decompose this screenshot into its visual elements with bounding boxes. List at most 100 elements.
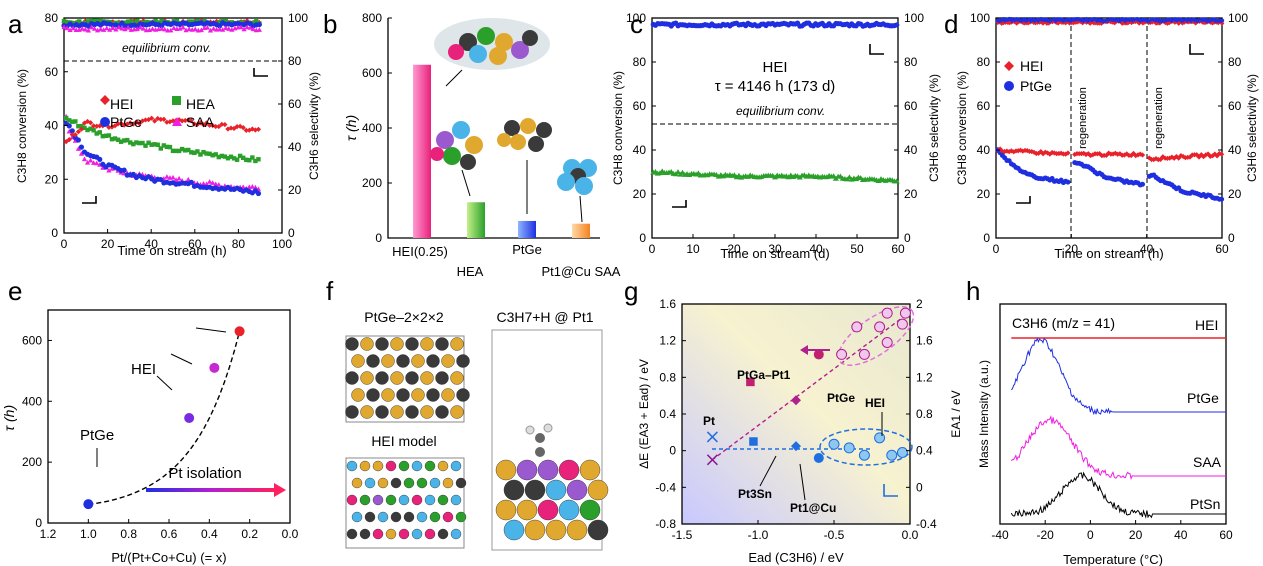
ptge-label: PtGe — [80, 427, 114, 444]
conversion-point-hea — [118, 139, 124, 144]
selectivity-point-saa — [140, 25, 146, 31]
hei-label: HEI — [131, 361, 156, 378]
y-tick-left-label: 100 — [626, 11, 646, 25]
panel-c: c equilibrium conv. HEI τ = 4146 h (173 … — [611, 9, 941, 261]
cluster-inset-ptge — [497, 118, 552, 152]
selectivity-point-hea — [86, 19, 91, 24]
conversion-point-hea — [91, 128, 96, 133]
hei-atom — [377, 511, 389, 523]
selectivity-point-saa — [226, 26, 232, 31]
selectivity-point-saa — [67, 27, 73, 33]
conversion-point-hea — [128, 140, 133, 145]
panel-e-ticks: 1.2 1.0 0.8 0.6 0.4 0.2 0.0 0 200 400 600 — [22, 333, 299, 541]
conversion-point-ptge — [78, 144, 85, 150]
conversion-point-hea — [240, 155, 246, 161]
blue-point — [813, 453, 824, 463]
hei-atom — [346, 460, 358, 472]
ptge-atom — [396, 388, 410, 402]
selectivity-point-saa — [116, 24, 122, 30]
hei-atom — [411, 494, 423, 506]
hei-atom — [364, 477, 376, 489]
panel-h-frame — [999, 303, 1227, 525]
conversion-point-hea — [79, 123, 84, 129]
x-tick-label: 0 — [1087, 528, 1094, 542]
conversion-point-saa — [249, 184, 255, 189]
blue-point — [843, 442, 855, 454]
selectivity-point-hea — [159, 18, 164, 24]
selectivity-point-hei — [1087, 21, 1093, 26]
ptge-atom — [405, 337, 419, 351]
y-tick-left-label: 80 — [45, 11, 59, 25]
panel-h-xlabel: Temperature (°C) — [1063, 552, 1163, 566]
ptge-atom — [411, 388, 425, 402]
x-tick-label: 0.4 — [201, 527, 218, 541]
selectivity-point-hei — [1055, 20, 1061, 26]
selectivity-point-hea — [122, 20, 128, 25]
hei-atom — [416, 511, 428, 523]
x-tick-label: 50 — [850, 242, 864, 256]
hei-atom — [385, 460, 397, 472]
hei-atom — [424, 460, 436, 472]
regeneration-label-1: regeneration — [1077, 87, 1089, 149]
selectivity-point-hea — [128, 19, 134, 24]
panel-d-frame — [995, 17, 1223, 239]
selectivity-point-hea — [135, 18, 140, 23]
selectivity-point-saa — [198, 27, 204, 33]
legend-saa-marker — [172, 117, 182, 126]
ptge-atom — [420, 337, 434, 351]
selectivity-point-hea — [77, 19, 82, 24]
conversion-point-hei — [252, 127, 259, 133]
pt-isolation-arrow — [146, 488, 274, 492]
trace-label-ptsn: PtSn — [1190, 496, 1220, 512]
selectivity-point-hea — [217, 19, 222, 25]
conversion-point-hea — [176, 148, 182, 154]
slab-atom — [558, 499, 580, 521]
y-tick-left-label: 0 — [669, 444, 676, 458]
conversion-point-hea — [115, 137, 121, 142]
selectivity-point — [894, 22, 900, 28]
conversion-point-saa — [207, 179, 213, 184]
x-tick-label: 20 — [727, 242, 741, 256]
conversion-point-hea — [231, 156, 237, 161]
conversion-point-hea — [109, 136, 115, 142]
selectivity-point-saa — [207, 27, 214, 33]
y-tick-right-label: 2 — [916, 297, 923, 311]
panel-h-letter: h — [966, 276, 980, 306]
x-tick-label: 0.0 — [282, 527, 299, 541]
selectivity-point-saa — [125, 25, 131, 30]
panel-b-ylabel: τ (h) — [343, 115, 359, 141]
trace-label-hei: HEI — [1195, 317, 1218, 333]
ptge-atom — [375, 371, 389, 385]
selectivity-point-hea — [125, 19, 131, 24]
y-tick-left-label: -0.8 — [655, 517, 676, 531]
legend-ptge-marker — [100, 117, 110, 127]
ptge-atom — [351, 388, 365, 402]
conversion-point-hea — [167, 144, 173, 150]
adsorbate-hydrogen — [543, 423, 553, 433]
x-tick-label: 80 — [232, 237, 246, 251]
ptge-atom — [435, 405, 449, 419]
conversion-point-hea — [256, 157, 261, 162]
slab-atom — [524, 479, 546, 501]
hei-atom — [398, 460, 410, 472]
selectivity-point-saa — [159, 26, 165, 31]
selectivity-point-hei — [1140, 20, 1146, 26]
x-tick-label: -0.5 — [824, 528, 845, 542]
panel-d-ylabel-right: C3H6 selectivity (%) — [1245, 74, 1259, 182]
y-tick-right-label: 60 — [904, 99, 918, 113]
y-tick-label: 200 — [22, 455, 42, 469]
conversion-point-saa — [210, 180, 216, 185]
legend-saa-label: SAA — [186, 114, 215, 130]
slab-atom — [587, 519, 609, 541]
x-tick-label: 0.8 — [120, 527, 137, 541]
selectivity-point-hea — [61, 18, 67, 24]
conversion-point-hei — [1178, 152, 1184, 159]
conversion-point-hea — [225, 156, 231, 161]
selectivity-point-saa — [85, 27, 92, 33]
conversion-point-hei — [240, 125, 246, 131]
conversion-point-saa — [164, 174, 170, 179]
selectivity-point-saa — [244, 24, 250, 30]
